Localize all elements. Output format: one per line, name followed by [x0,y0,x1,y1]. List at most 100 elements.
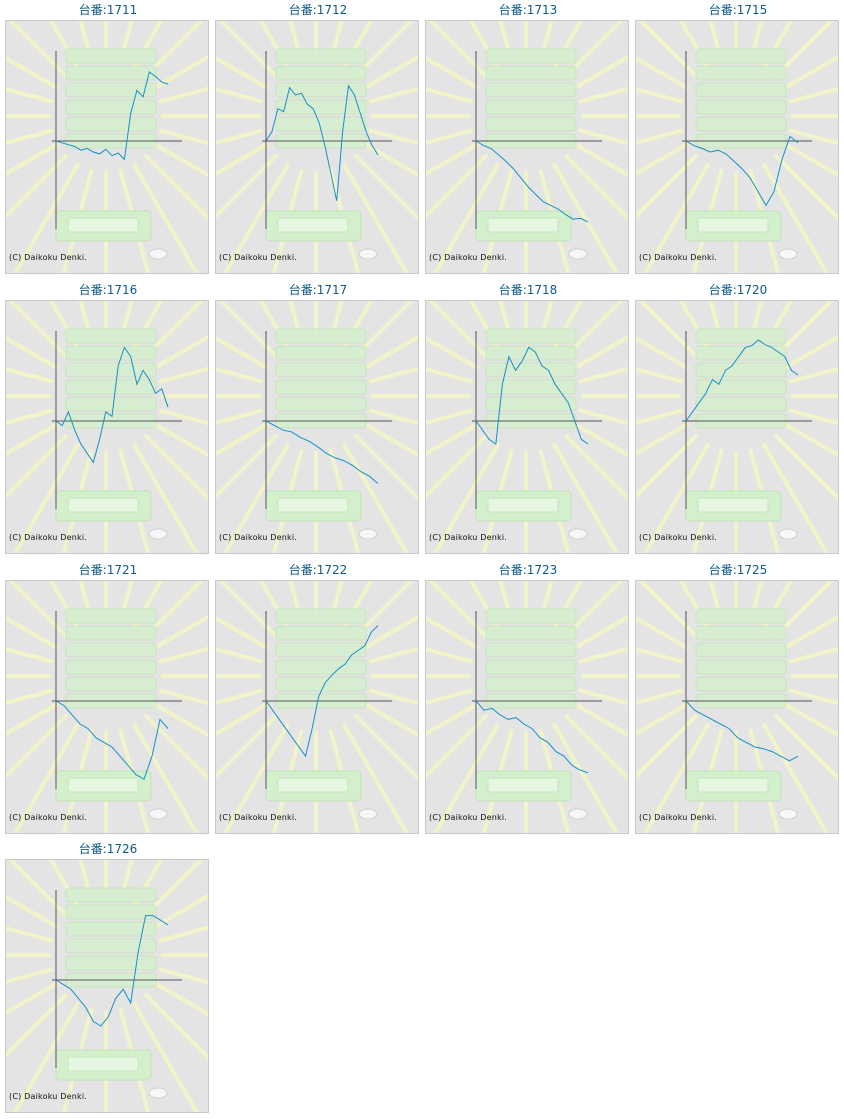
series-line [55,915,169,1027]
tray-base-inner [697,777,769,793]
tray [65,887,157,903]
ray [143,581,204,639]
ray [572,701,628,738]
ray [216,421,270,457]
ray [118,581,134,624]
chart-frame: (C) Daikoku Denki. [635,580,839,834]
chart-title[interactable]: 台番:1726 [78,842,138,856]
ray [152,421,208,458]
ray [368,646,418,664]
chart-cell: 台番:1713 (C) Daikoku Denki. [425,0,631,280]
ray [6,967,54,984]
series-line [685,135,799,207]
ray [223,162,291,273]
tray [485,625,577,641]
ray [782,334,838,371]
coin [778,248,798,260]
tray-base-inner [697,497,769,513]
ray [643,722,711,833]
chart-svg [426,581,628,833]
ray [433,442,501,553]
ray [368,86,418,104]
ray [788,86,838,104]
chart-title[interactable]: 台番:1720 [708,283,768,297]
tray [65,659,157,675]
ray [426,701,480,737]
ray [152,893,208,930]
ray [353,153,418,221]
chart-cell: 台番:1726 (C) Daikoku Denki. [5,839,211,1119]
tray [275,99,367,115]
ray [773,713,838,781]
ray [131,442,199,553]
chart-cell: 台番:1725 (C) Daikoku Denki. [635,560,841,840]
chart-title[interactable]: 台番:1713 [498,3,558,17]
ray [498,581,514,624]
ray [782,141,838,178]
chart-title[interactable]: 台番:1711 [78,3,138,17]
tray [275,642,367,658]
ray [216,128,264,145]
tray-base-inner [487,777,559,793]
copyright-text: (C) Daikoku Denki. [219,253,298,262]
chart-title[interactable]: 台番:1717 [288,283,348,297]
chart-title[interactable]: 台番:1723 [498,563,558,577]
tray [485,396,577,412]
ray [6,421,60,457]
ray [551,442,619,553]
ray [118,860,134,903]
tray [65,642,157,658]
tray [485,99,577,115]
ray [761,442,829,553]
ray [761,722,829,833]
tray [695,608,787,624]
tray [275,328,367,344]
tray [65,921,157,937]
chart-svg [216,301,418,553]
ray [578,646,628,664]
ray [131,162,199,273]
tray-base-inner [67,217,139,233]
background-art [6,581,208,833]
ray [328,301,344,344]
ray [428,581,489,639]
chart-title[interactable]: 台番:1716 [78,283,138,297]
tray [65,48,157,64]
chart-title[interactable]: 台番:1715 [708,3,768,17]
ray [118,21,134,64]
tray [695,99,787,115]
coin [358,248,378,260]
chart-title[interactable]: 台番:1718 [498,283,558,297]
series-line [265,625,379,758]
background-art [216,301,418,553]
ray [6,87,54,104]
ray [563,713,628,781]
chart-cell: 台番:1715 (C) Daikoku Denki. [635,0,841,280]
chart-cell: 台番:1722 (C) Daikoku Denki. [215,560,421,840]
ray [143,713,208,781]
ray [782,614,838,651]
chart-cell: 台番:1711 (C) Daikoku Denki. [5,0,211,280]
ray [578,86,628,104]
tray [695,396,787,412]
ray [368,128,418,146]
ray [341,722,409,833]
tray [695,379,787,395]
copyright-text: (C) Daikoku Denki. [219,813,298,822]
ray [788,408,838,426]
chart-title[interactable]: 台番:1722 [288,563,348,577]
ray [216,615,270,651]
ray [788,688,838,706]
background-art [6,21,208,273]
ray [216,713,279,779]
chart-title[interactable]: 台番:1721 [78,563,138,577]
tray-base-inner [487,217,559,233]
ray [143,21,204,79]
chart-svg [216,21,418,273]
chart-cell: 台番:1718 (C) Daikoku Denki. [425,280,631,560]
ray [578,128,628,146]
ray [572,141,628,178]
chart-title[interactable]: 台番:1725 [708,563,768,577]
tray [275,608,367,624]
chart-title[interactable]: 台番:1712 [288,3,348,17]
